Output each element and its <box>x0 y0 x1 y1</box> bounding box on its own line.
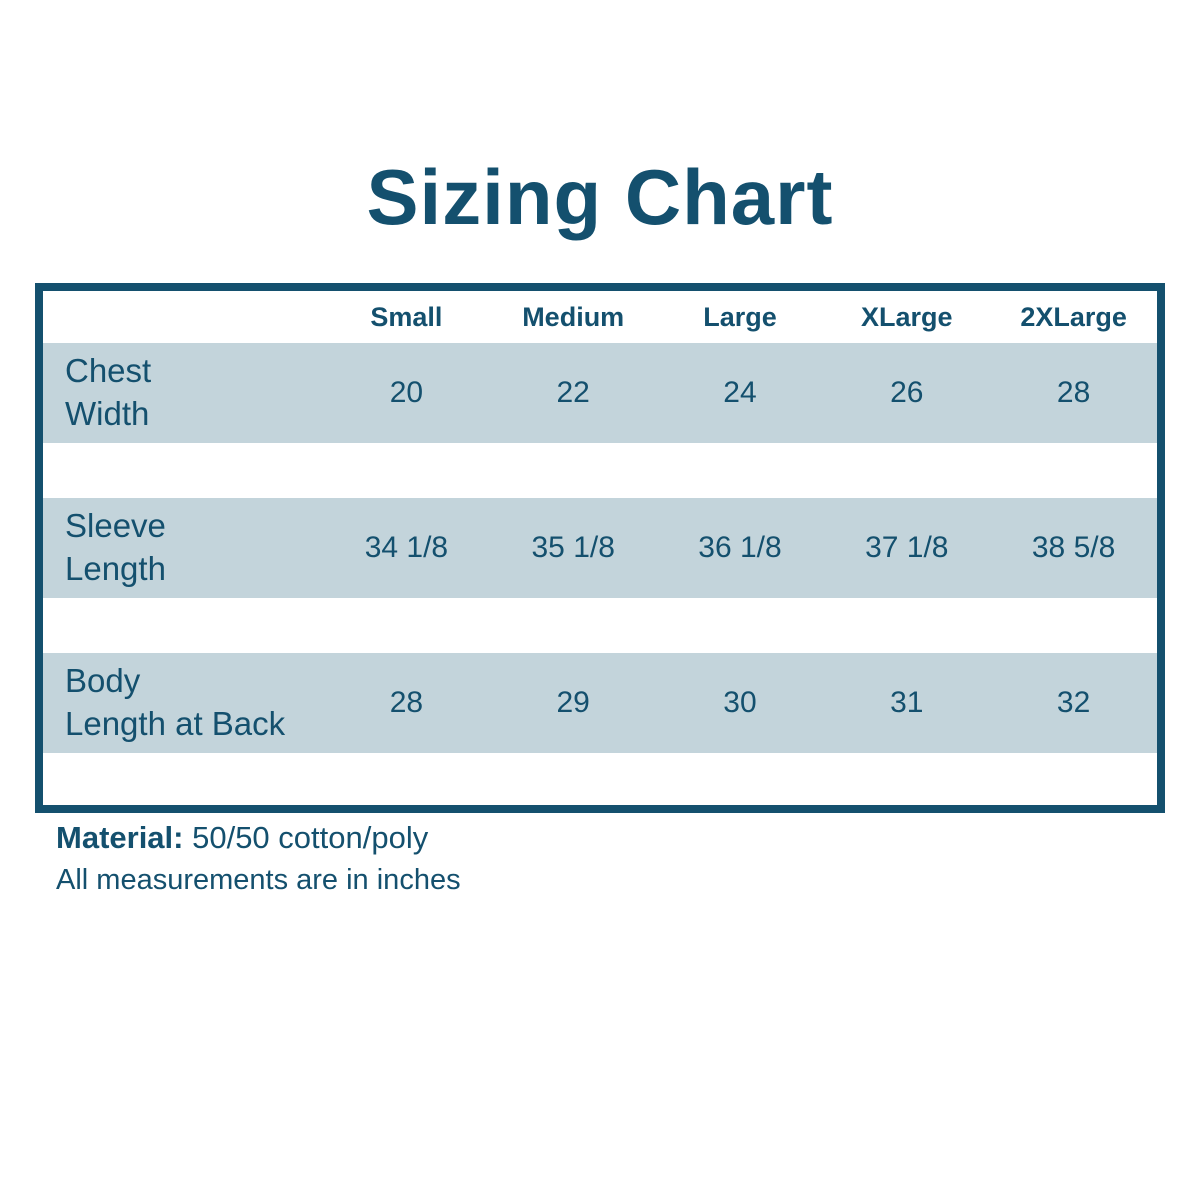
row-label-sleeve-length: Sleeve Length <box>65 507 166 587</box>
spacer-row <box>43 753 1157 805</box>
table-row-body-length: Body Length at Back 28 29 30 31 32 <box>43 653 1157 753</box>
column-header-xlarge: XLarge <box>861 301 953 332</box>
row-label-chest-width: Chest Width <box>65 352 152 432</box>
value-chest-width-small: 20 <box>389 376 424 409</box>
value-sleeve-length-xlarge: 37 1/8 <box>865 531 949 564</box>
material-info: Material: 50/50 cotton/poly <box>56 820 428 856</box>
value-body-length-small: 28 <box>389 686 424 719</box>
table-header-row: Small Medium Large XLarge 2XLarge <box>43 291 1157 343</box>
page-title: Sizing Chart <box>366 153 834 241</box>
column-header-medium: Medium <box>522 301 625 332</box>
value-chest-width-xlarge: 26 <box>890 376 924 409</box>
column-header-2xlarge: 2XLarge <box>1020 301 1127 332</box>
value-chest-width-2xlarge: 28 <box>1056 376 1091 409</box>
sizing-table: Small Medium Large XLarge 2XLarge Chest … <box>35 283 1165 813</box>
value-sleeve-length-medium: 35 1/8 <box>531 531 615 564</box>
value-chest-width-large: 24 <box>723 376 757 409</box>
table-row-sleeve-length: Sleeve Length 34 1/8 35 1/8 36 1/8 37 1/… <box>43 498 1157 598</box>
measurements-note: All measurements are in inches <box>56 864 461 896</box>
value-body-length-large: 30 <box>723 686 757 719</box>
value-body-length-medium: 29 <box>556 686 590 719</box>
material-label: Material: <box>56 820 184 855</box>
value-body-length-2xlarge: 32 <box>1056 686 1091 719</box>
table-row-chest-width: Chest Width 20 22 24 26 28 <box>43 343 1157 443</box>
material-value: 50/50 cotton/poly <box>183 820 429 855</box>
value-sleeve-length-2xlarge: 38 5/8 <box>1031 531 1116 564</box>
value-chest-width-medium: 22 <box>556 376 590 409</box>
column-header-small: Small <box>370 301 443 332</box>
value-sleeve-length-large: 36 1/8 <box>698 531 782 564</box>
spacer-row <box>43 598 1157 653</box>
value-sleeve-length-small: 34 1/8 <box>364 531 449 564</box>
column-header-large: Large <box>703 301 777 332</box>
spacer-row <box>43 443 1157 498</box>
row-label-body-length: Body Length at Back <box>65 662 286 742</box>
value-body-length-xlarge: 31 <box>890 686 924 719</box>
